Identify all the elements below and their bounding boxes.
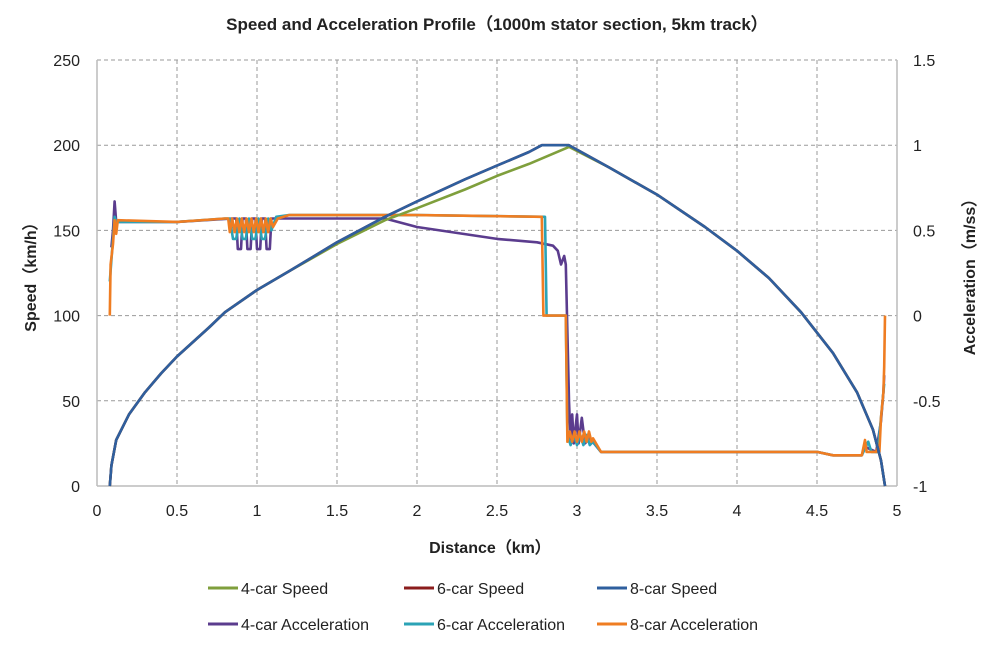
legend-label: 4-car Speed [241, 581, 328, 598]
y-tick-label: 50 [62, 394, 80, 411]
y2-tick-label: 0 [913, 309, 922, 326]
series-line-8-car-acceleration [108, 213, 887, 457]
y-tick-label: 0 [71, 479, 80, 496]
chart-title: Speed and Acceleration Profile（1000m sta… [226, 14, 768, 34]
y-tick-label: 100 [53, 309, 80, 326]
legend-item: 6-car Acceleration [404, 617, 565, 634]
x-tick-label: 5 [893, 503, 902, 520]
x-tick-label: 1 [253, 503, 262, 520]
legend-item: 4-car Speed [208, 581, 328, 598]
x-axis-label: Distance（km） [429, 539, 551, 557]
x-tick-label: 4.5 [806, 503, 828, 520]
x-tick-label: 3.5 [646, 503, 668, 520]
legend-item: 8-car Acceleration [597, 617, 758, 634]
x-tick-label: 4 [733, 503, 742, 520]
y2-tick-label: -0.5 [913, 394, 941, 411]
series-lines [108, 143, 887, 487]
legend-item: 4-car Acceleration [208, 617, 369, 634]
x-tick-label: 2.5 [486, 503, 508, 520]
legend-label: 4-car Acceleration [241, 617, 369, 634]
legend-label: 6-car Acceleration [437, 617, 565, 634]
legend: 4-car Speed 6-car Speed 8-car Speed 4-car A… [208, 581, 758, 634]
y2-tick-label: 1 [913, 138, 922, 155]
legend-item: 6-car Speed [404, 581, 524, 598]
legend-label: 6-car Speed [437, 581, 524, 598]
x-tick-label: 3 [573, 503, 582, 520]
x-tick-label: 2 [413, 503, 422, 520]
x-tick-label: 1.5 [326, 503, 348, 520]
y-tick-label: 200 [53, 138, 80, 155]
series-line-8-car-speed [108, 143, 887, 487]
series-line-4-car-acceleration [110, 200, 886, 457]
series-line-4-car-speed [108, 145, 887, 487]
y2-tick-label: 1.5 [913, 53, 935, 70]
y-tick-label: 250 [53, 53, 80, 70]
legend-label: 8-car Acceleration [630, 617, 758, 634]
x-tick-label: 0 [93, 503, 102, 520]
y2-tick-label: -1 [913, 479, 927, 496]
legend-label: 8-car Speed [630, 581, 717, 598]
y2-tick-label: 0.5 [913, 223, 935, 240]
x-tick-label: 0.5 [166, 503, 188, 520]
y2-axis-label: Acceleration（m/ss） [961, 191, 979, 356]
gridlines [97, 59, 897, 486]
axes: 0 0.5 1 1.5 2 2.5 3 3.5 4 4.5 5050100150200250-1-0… [53, 53, 940, 520]
y-tick-label: 150 [53, 223, 80, 240]
y-axis-label: Speed（km/h） [22, 214, 40, 331]
legend-item: 8-car Speed [597, 581, 717, 598]
